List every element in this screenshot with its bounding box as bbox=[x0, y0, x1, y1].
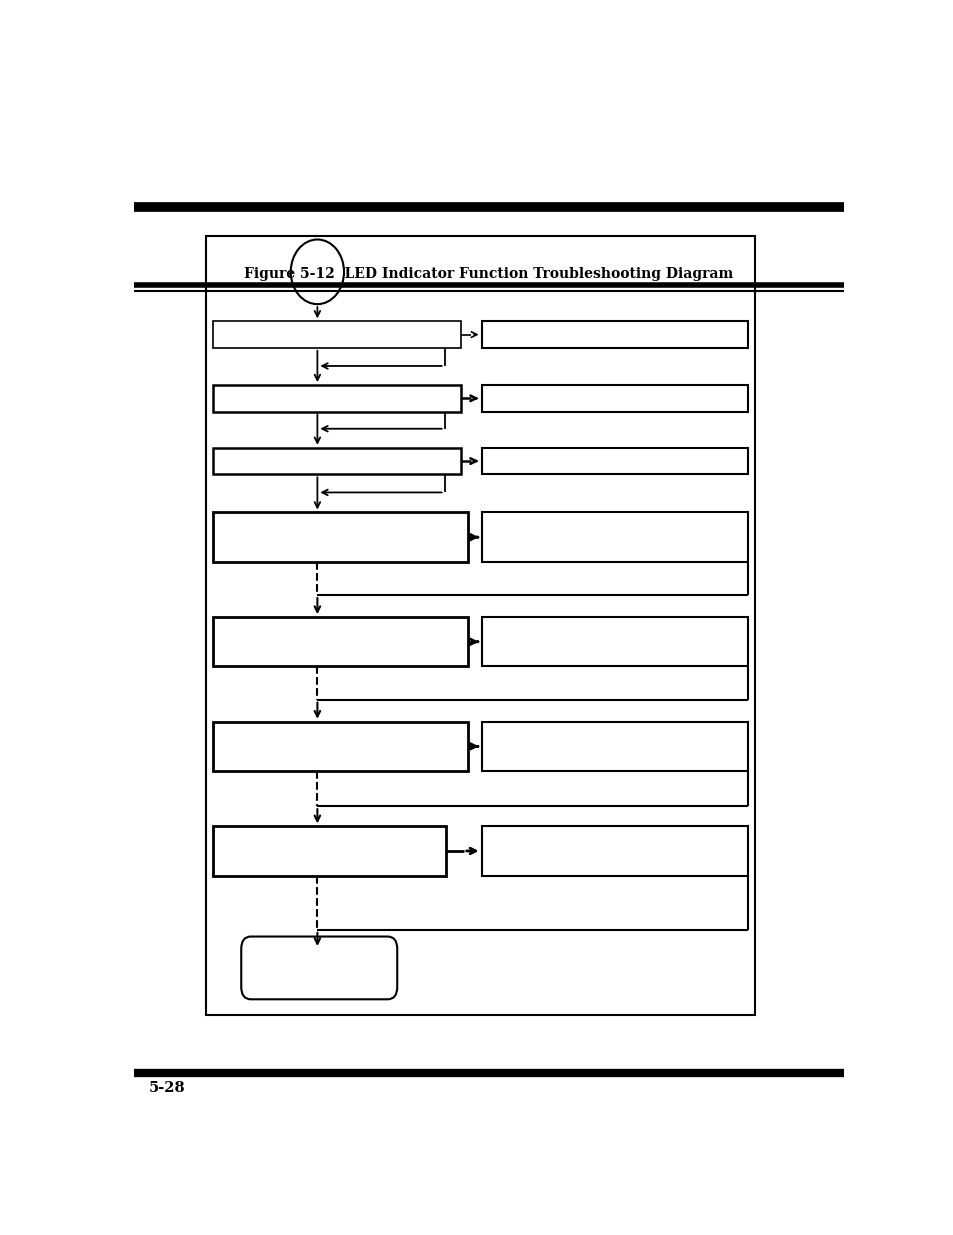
Bar bbox=[481, 385, 747, 411]
Bar bbox=[481, 618, 747, 667]
Bar bbox=[481, 721, 747, 771]
Bar bbox=[213, 826, 446, 876]
Bar bbox=[213, 618, 468, 667]
Bar bbox=[213, 448, 460, 474]
Bar bbox=[213, 513, 468, 562]
Bar bbox=[481, 321, 747, 348]
Bar bbox=[481, 448, 747, 474]
Text: Figure 5-12  LED Indicator Function Troubleshooting Diagram: Figure 5-12 LED Indicator Function Troub… bbox=[244, 267, 733, 280]
Text: 5-28: 5-28 bbox=[149, 1081, 185, 1094]
Bar bbox=[213, 721, 468, 771]
Bar bbox=[481, 826, 747, 876]
Bar bbox=[213, 385, 460, 411]
Bar bbox=[206, 236, 755, 1015]
Bar bbox=[213, 321, 460, 348]
Bar bbox=[481, 513, 747, 562]
